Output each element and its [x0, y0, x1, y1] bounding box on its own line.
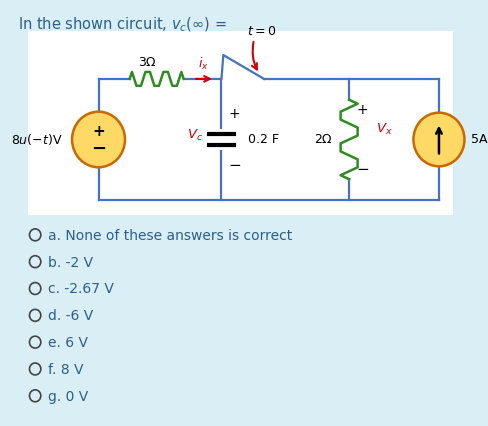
Text: $8u(-t)$V: $8u(-t)$V	[11, 132, 62, 147]
Text: 0.2 F: 0.2 F	[247, 133, 278, 146]
Text: +: +	[356, 103, 367, 117]
Bar	[27, 31, 452, 215]
Text: −: −	[355, 162, 368, 177]
Text: −: −	[228, 158, 241, 173]
Text: $V_x$: $V_x$	[375, 122, 391, 137]
Circle shape	[412, 112, 464, 166]
Text: $i_x$: $i_x$	[198, 56, 208, 72]
Text: a. None of these answers is correct: a. None of these answers is correct	[48, 229, 292, 243]
Text: −: −	[91, 141, 106, 158]
Text: +: +	[228, 106, 240, 121]
Text: e. 6 V: e. 6 V	[48, 336, 88, 350]
Text: g. 0 V: g. 0 V	[48, 390, 88, 404]
Text: In the shown circuit, $v_c(\infty)$ =: In the shown circuit, $v_c(\infty)$ =	[18, 15, 226, 34]
Text: b. -2 V: b. -2 V	[48, 256, 93, 270]
Text: d. -6 V: d. -6 V	[48, 309, 93, 323]
Text: $V_c$: $V_c$	[186, 128, 202, 143]
Text: +: +	[92, 124, 104, 139]
Text: 5A: 5A	[470, 133, 487, 146]
Text: 2Ω: 2Ω	[314, 133, 331, 146]
Text: $t=0$: $t=0$	[246, 25, 276, 37]
Circle shape	[72, 112, 125, 167]
Text: 3Ω: 3Ω	[138, 57, 156, 69]
Text: f. 8 V: f. 8 V	[48, 363, 84, 377]
Text: c. -2.67 V: c. -2.67 V	[48, 282, 114, 296]
